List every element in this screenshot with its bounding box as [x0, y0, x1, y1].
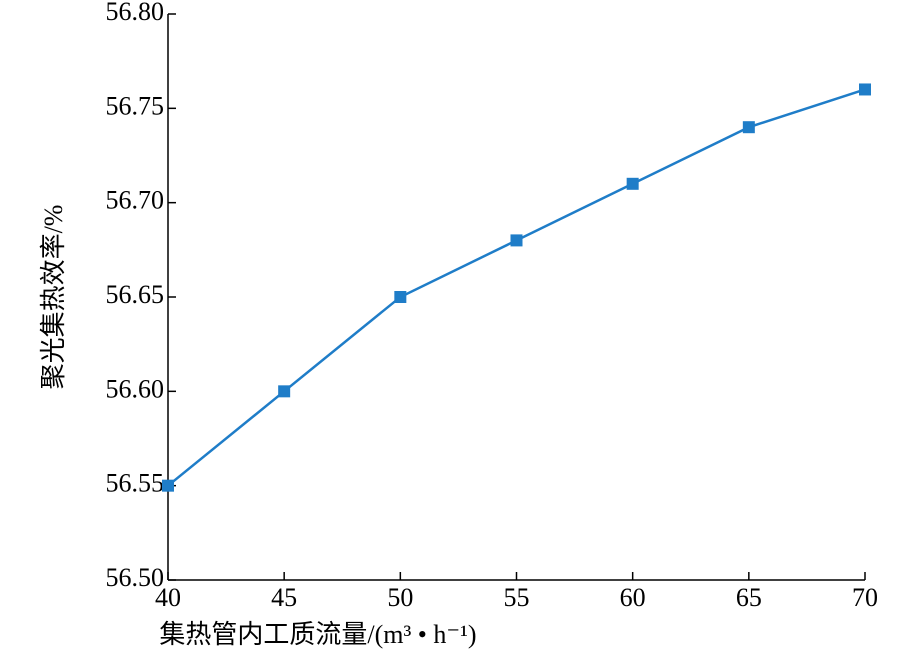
- data-point: [510, 234, 523, 247]
- data-point: [859, 83, 871, 96]
- y-tick-label: 56.55: [106, 469, 165, 498]
- series-line: [167, 88, 866, 487]
- data-point: [162, 479, 174, 492]
- y-axis-label: 聚光集热效率/%: [39, 205, 68, 390]
- x-tick-label: 40: [155, 583, 181, 612]
- x-tick-label: 65: [736, 583, 762, 612]
- y-tick-label: 56.50: [106, 563, 165, 592]
- data-point: [278, 385, 291, 398]
- x-tick-label: 60: [620, 583, 646, 612]
- x-axis-label: 集热管内工质流量/(m³ • h⁻¹): [159, 620, 476, 649]
- x-tick-label: 55: [504, 583, 530, 612]
- y-tick-label: 56.70: [106, 186, 165, 215]
- y-tick-label: 56.65: [106, 280, 165, 309]
- x-tick-label: 45: [271, 583, 297, 612]
- data-point: [742, 121, 755, 134]
- x-tick-label: 50: [387, 583, 413, 612]
- x-tick-label: 70: [852, 583, 878, 612]
- data-point: [626, 177, 639, 190]
- y-tick-label: 56.80: [106, 0, 165, 26]
- y-tick-label: 56.75: [106, 91, 165, 120]
- y-tick-label: 56.60: [106, 374, 165, 403]
- data-point: [394, 291, 407, 303]
